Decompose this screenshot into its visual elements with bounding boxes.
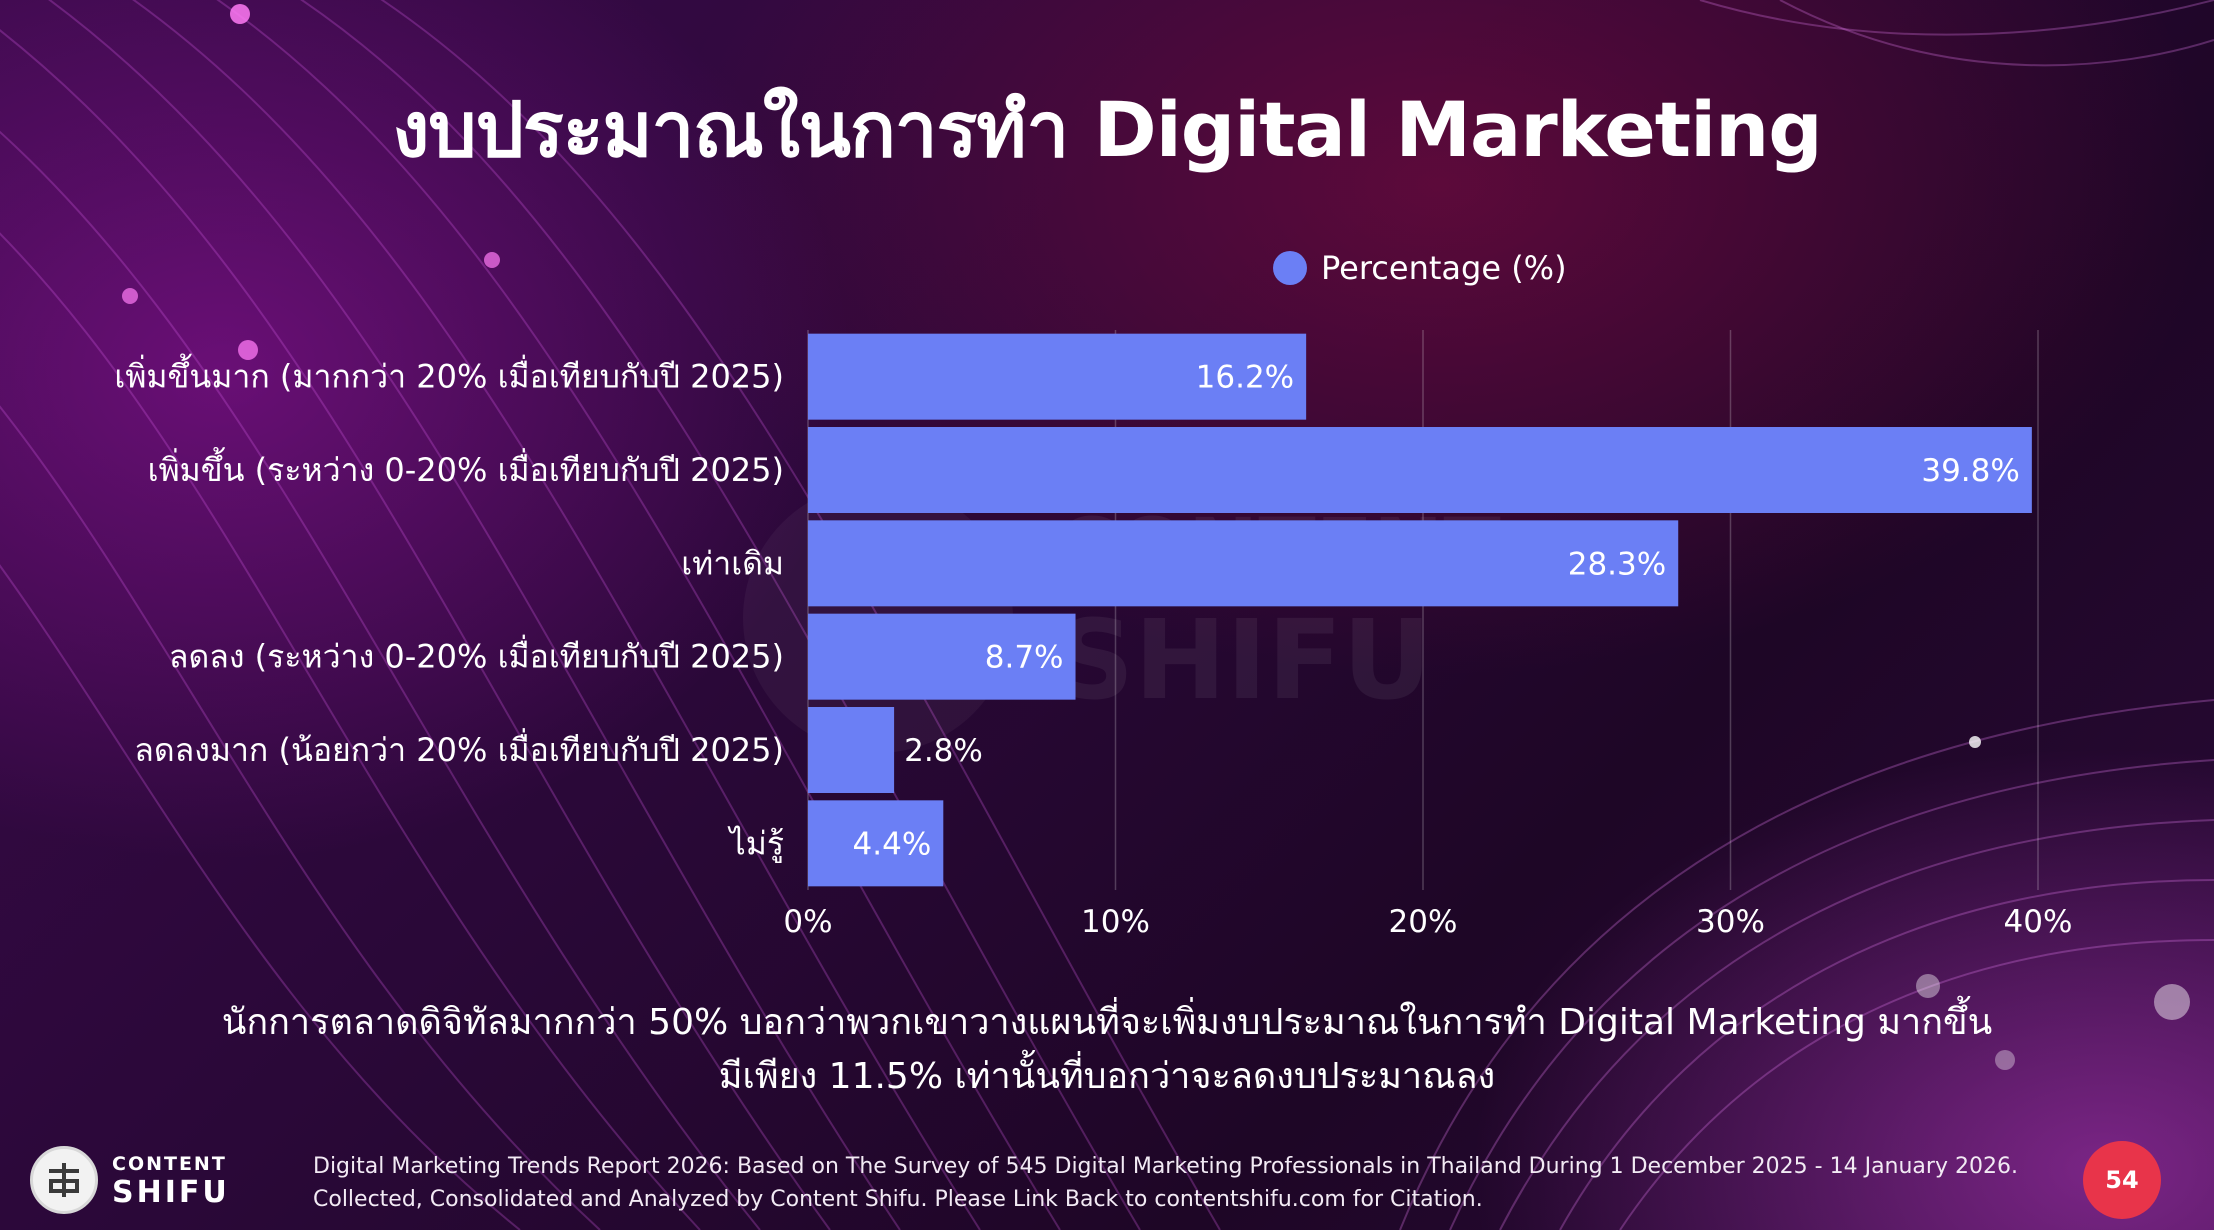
bar — [808, 427, 2032, 513]
bar — [808, 333, 1307, 420]
category-label: เท่าเดิม — [681, 544, 784, 582]
data-label: 8.7% — [985, 640, 1064, 676]
category-label: เพิ่มขึ้นมาก (มากกว่า 20% เมื่อเทียบกับป… — [114, 354, 784, 396]
legend-dot-icon — [1273, 251, 1307, 285]
brand-name-bottom: SHIFU — [112, 1175, 230, 1210]
bar — [808, 520, 1679, 607]
bar — [808, 800, 944, 887]
data-label: 2.8% — [904, 733, 983, 769]
bar — [808, 613, 1076, 700]
footer-line-2: Collected, Consolidated and Analyzed by … — [313, 1187, 1483, 1212]
brand-name-top: CONTENT — [112, 1153, 227, 1175]
category-label: ลดลงมาก (น้อยกว่า 20% เมื่อเทียบกับปี 20… — [134, 728, 784, 769]
x-tick-label: 20% — [1389, 904, 1458, 940]
chart-legend: Percentage (%) — [1273, 246, 1567, 290]
caption-line-2: มีเพียง 11.5% เท่านั้นที่บอกว่าจะลดงบประ… — [718, 1056, 1496, 1097]
x-tick-label: 0% — [783, 904, 832, 940]
brand-name: CONTENT SHIFU — [112, 1152, 230, 1210]
category-label: เพิ่มขึ้น (ระหว่าง 0-20% เมื่อเทียบกับปี… — [148, 447, 784, 489]
x-tick-label: 10% — [1081, 904, 1150, 940]
data-label: 16.2% — [1196, 360, 1294, 396]
x-tick-label: 40% — [2004, 904, 2073, 940]
legend-label: Percentage (%) — [1321, 249, 1567, 287]
category-label: ลดลง (ระหว่าง 0-20% เมื่อเทียบกับปี 2025… — [169, 635, 784, 676]
data-label: 28.3% — [1568, 546, 1666, 582]
footer-line-1: Digital Marketing Trends Report 2026: Ba… — [313, 1154, 2018, 1179]
x-tick-label: 30% — [1696, 904, 1765, 940]
data-label: 39.8% — [1921, 453, 2019, 489]
chart-caption: นักการตลาดดิจิทัลมากกว่า 50% บอกว่าพวกเข… — [0, 996, 2214, 1104]
caption-line-1: นักการตลาดดิจิทัลมากกว่า 50% บอกว่าพวกเข… — [221, 1002, 1993, 1043]
page-number-badge: 54 — [2083, 1141, 2161, 1219]
content-shifu-logo-icon — [30, 1146, 98, 1214]
bar — [808, 707, 895, 793]
data-label: 4.4% — [853, 826, 932, 862]
watermark-line2: SHIFU — [1055, 596, 1432, 724]
page-title: งบประมาณในการทำ Digital Marketing — [392, 85, 1822, 174]
category-label: ไม่รู้ — [727, 824, 784, 863]
footer-citation: Digital Marketing Trends Report 2026: Ba… — [313, 1150, 2018, 1216]
